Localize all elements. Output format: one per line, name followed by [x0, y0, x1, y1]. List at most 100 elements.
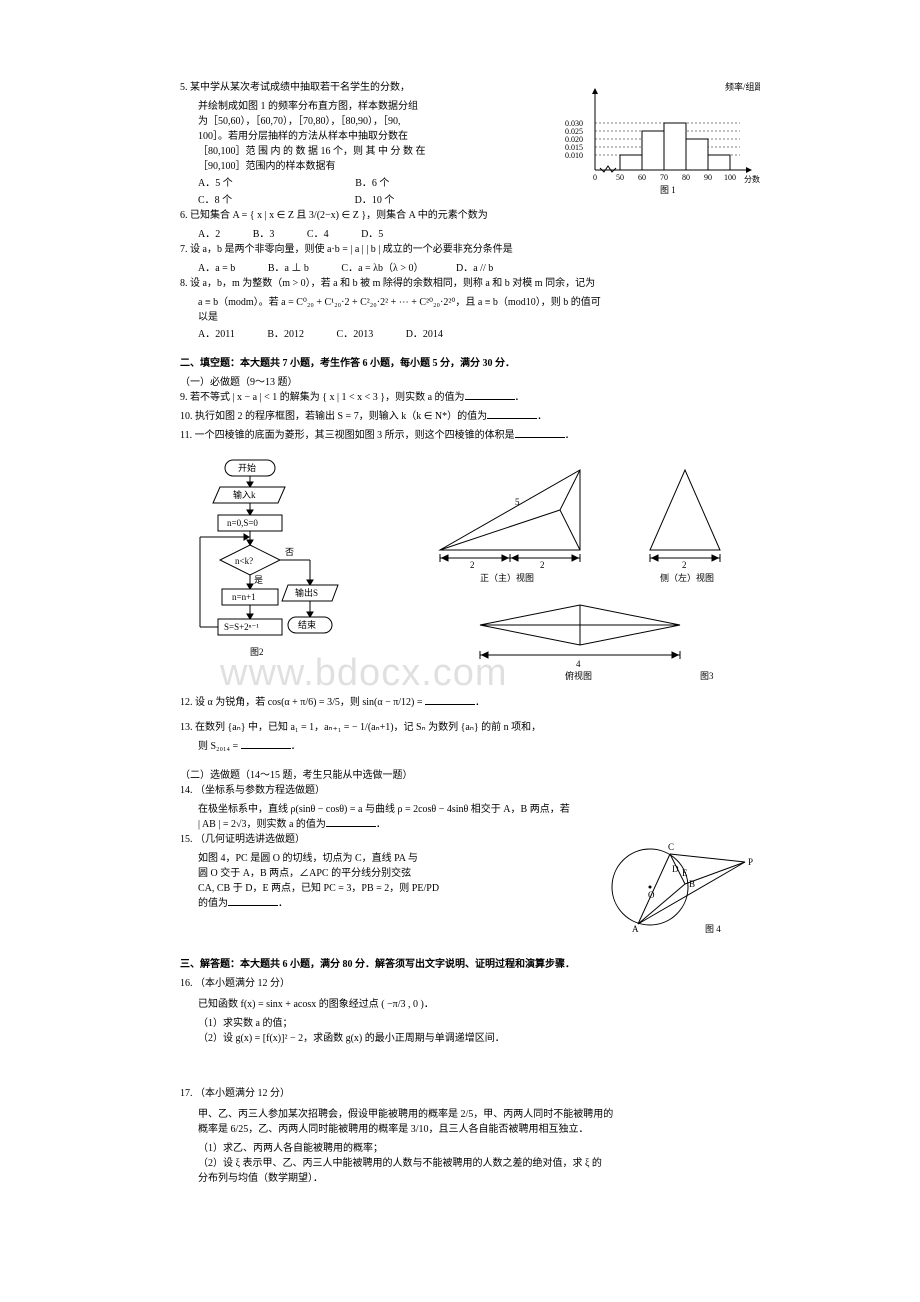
svg-text:俯视图: 俯视图 — [565, 670, 592, 681]
q17-num: 17. — [180, 1088, 193, 1099]
svg-text:O: O — [648, 890, 655, 900]
svg-text:n<k?: n<k? — [235, 556, 253, 566]
q6-text: 已知集合 A = { x | x ∈ Z 且 3/(2−x) ∈ Z }，则集合… — [190, 210, 488, 221]
svg-text:否: 否 — [285, 547, 294, 557]
svg-text:0.015: 0.015 — [565, 143, 583, 152]
q6-num: 6. — [180, 210, 188, 221]
q8-d: D．2014 — [406, 327, 443, 342]
flowchart-fig2: 开始 输入k n=0,S=0 n<k? 否 输出S 结束 是 — [180, 455, 350, 685]
svg-text:4: 4 — [576, 659, 581, 669]
q15-t4: 的值为 — [198, 898, 228, 909]
q9-num: 9. — [180, 392, 188, 403]
q8-t3: 以是 — [198, 310, 760, 325]
svg-text:0.010: 0.010 — [565, 151, 583, 160]
q13-num: 13. — [180, 722, 193, 733]
svg-text:2: 2 — [470, 560, 475, 570]
q8-b: B．2012 — [267, 327, 304, 342]
q16-p2: （2）设 g(x) = [f(x)]² − 2，求函数 g(x) 的最小正周期与… — [198, 1031, 760, 1046]
q17-p2: （2）设 ξ 表示甲、乙、丙三人中能被聘用的人数与不能被聘用的人数之差的绝对值，… — [198, 1156, 760, 1171]
q6-d: D．5 — [361, 227, 383, 242]
q5-num: 5. — [180, 82, 188, 93]
svg-text:结束: 结束 — [298, 619, 316, 630]
svg-text:2: 2 — [682, 560, 687, 570]
svg-text:70: 70 — [660, 173, 668, 182]
section2-title: 二、填空题：本大题共 7 小题，考生作答 6 小题，每小题 5 分，满分 30 … — [180, 356, 760, 371]
q5-opt-d: D．10 个 — [355, 193, 395, 208]
q12-text: 设 α 为锐角，若 cos(α + π/6) = 3/5，则 sin(α − π… — [195, 697, 425, 708]
q17-t2: 概率是 6/25，乙、丙两人同时能被聘用的概率是 3/10，且三人各自能否被聘用… — [198, 1122, 760, 1137]
q11-num: 11. — [180, 430, 192, 441]
q17-p1: （1）求乙、丙两人各自能被聘用的概率； — [198, 1141, 760, 1156]
diagrams-row: 开始 输入k n=0,S=0 n<k? 否 输出S 结束 是 — [180, 455, 760, 685]
q8-c: C．2013 — [337, 327, 374, 342]
svg-text:D: D — [672, 864, 679, 874]
section2b-title: （二）选做题（14～15 题，考生只能从中选做一题） — [180, 768, 760, 783]
svg-text:0: 0 — [593, 173, 597, 182]
section2-sub1: （一）必做题（9～13 题） — [180, 375, 760, 390]
svg-text:B: B — [689, 879, 695, 889]
q9-blank — [465, 391, 515, 400]
svg-text:开始: 开始 — [238, 462, 256, 473]
svg-text:0.025: 0.025 — [565, 127, 583, 136]
q11-text: 一个四棱锥的底面为菱形，其三视图如图 3 所示，则这个四棱锥的体积是 — [195, 430, 515, 441]
svg-text:n=n+1: n=n+1 — [232, 592, 256, 602]
svg-text:正（主）视图: 正（主）视图 — [480, 572, 534, 583]
svg-text:输出S: 输出S — [295, 587, 318, 598]
svg-text:图2: 图2 — [250, 647, 264, 657]
q14-t1: 在极坐标系中，直线 ρ(sinθ − cosθ) = a 与曲线 ρ = 2co… — [198, 802, 760, 817]
q8-num: 8. — [180, 278, 188, 289]
section3-title: 三、解答题：本大题共 6 小题，满分 80 分．解答须写出文字说明、证明过程和演… — [180, 957, 760, 972]
q15-title: （几何证明选讲选做题） — [195, 834, 305, 845]
q16-p1: （1）求实数 a 的值； — [198, 1016, 760, 1031]
q9-text: 若不等式 | x − a | < 1 的解集为 { x | 1 < x < 3 … — [190, 392, 465, 403]
q13-t1: 在数列 {aₙ} 中，已知 a₁ = 1，aₙ₊₁ = − 1/(aₙ+1)，记… — [195, 722, 541, 733]
svg-text:S=S+2ⁿ⁻¹: S=S+2ⁿ⁻¹ — [224, 622, 259, 632]
svg-text:2: 2 — [540, 560, 545, 570]
q7-text: 设 a，b 是两个非零向量，则使 a·b = | a | | b | 成立的一个… — [190, 244, 513, 255]
q14-t2: | AB | = 2√3，则实数 a 的值为 — [198, 819, 326, 830]
svg-text:图 4: 图 4 — [705, 924, 721, 934]
q10-text: 执行如图 2 的程序框图，若输出 S = 7，则输入 k（k ∈ N*）的值为 — [195, 411, 487, 422]
q7-b: B．a ⊥ b — [268, 261, 309, 276]
svg-text:80: 80 — [682, 173, 690, 182]
q11-blank — [515, 429, 565, 438]
q17-pts: （本小题满分 12 分） — [195, 1088, 290, 1099]
q7-c: C．a = λb（λ > 0） — [341, 261, 423, 276]
q5-line4: 100］。若用分层抽样的方法从样本中抽取分数在 — [198, 129, 550, 144]
svg-text:A: A — [632, 924, 639, 934]
svg-text:图3: 图3 — [700, 671, 714, 681]
q16-num: 16. — [180, 978, 193, 989]
q5-line6: ［90,100］范围内的样本数据有 — [198, 159, 550, 174]
q17-t1: 甲、乙、丙三人参加某次招聘会，假设甲能被聘用的概率是 2/5，甲、丙两人同时不能… — [198, 1107, 760, 1122]
svg-text:0.020: 0.020 — [565, 135, 583, 144]
three-views-fig3: 5 2 2 正（主）视图 2 侧（左）视图 — [420, 455, 760, 685]
svg-text:分数: 分数 — [744, 174, 760, 184]
q8-t1: 设 a，b，m 为整数（m > 0），若 a 和 b 被 m 除得的余数相同，则… — [190, 278, 595, 289]
svg-text:E: E — [682, 868, 688, 878]
q5-opt-c: C．8 个 — [198, 193, 232, 208]
svg-text:频率/组距: 频率/组距 — [725, 81, 760, 92]
svg-text:C: C — [668, 842, 674, 852]
q17-p2b: 分布列与均值（数学期望）． — [198, 1171, 760, 1186]
q5-opt-b: B．6 个 — [355, 176, 389, 191]
svg-text:n=0,S=0: n=0,S=0 — [227, 518, 258, 528]
svg-text:0.030: 0.030 — [565, 119, 583, 128]
q6-a: A．2 — [198, 227, 220, 242]
q5-line3: 为［50,60），［60,70），［70,80），［80,90），［90, — [198, 114, 550, 129]
svg-text:图 1: 图 1 — [660, 185, 676, 195]
q10-blank — [487, 410, 537, 419]
q10-num: 10. — [180, 411, 193, 422]
q5-block: 5. 某中学从某次考试成绩中抽取若干名学生的分数， 并绘制成如图 1 的频率分布… — [180, 80, 760, 208]
q15-t3: CA, CB 于 D，E 两点，已知 PC = 3，PB = 2，则 PE/PD — [198, 881, 580, 896]
histogram-fig1: 频率/组距 0.010 0.015 0.020 0.025 0.030 — [560, 80, 760, 205]
svg-text:输入k: 输入k — [233, 489, 256, 500]
q6-b: B．3 — [253, 227, 275, 242]
q15-blank — [228, 897, 278, 906]
q5-opt-a: A．5 个 — [198, 176, 233, 191]
q15-t2: 圆 O 交于 A，B 两点，∠APC 的平分线分别交弦 — [198, 866, 580, 881]
circle-fig4: C P A B O D E 图 4 — [590, 832, 760, 947]
q15-t1: 如图 4，PC 是圆 O 的切线，切点为 C，直线 PA 与 — [198, 851, 580, 866]
q12-blank — [425, 696, 475, 705]
svg-text:5: 5 — [515, 497, 520, 507]
q5-line5: ［80,100］范 围 内 的 数 据 16 个，则 其 中 分 数 在 — [198, 144, 550, 159]
